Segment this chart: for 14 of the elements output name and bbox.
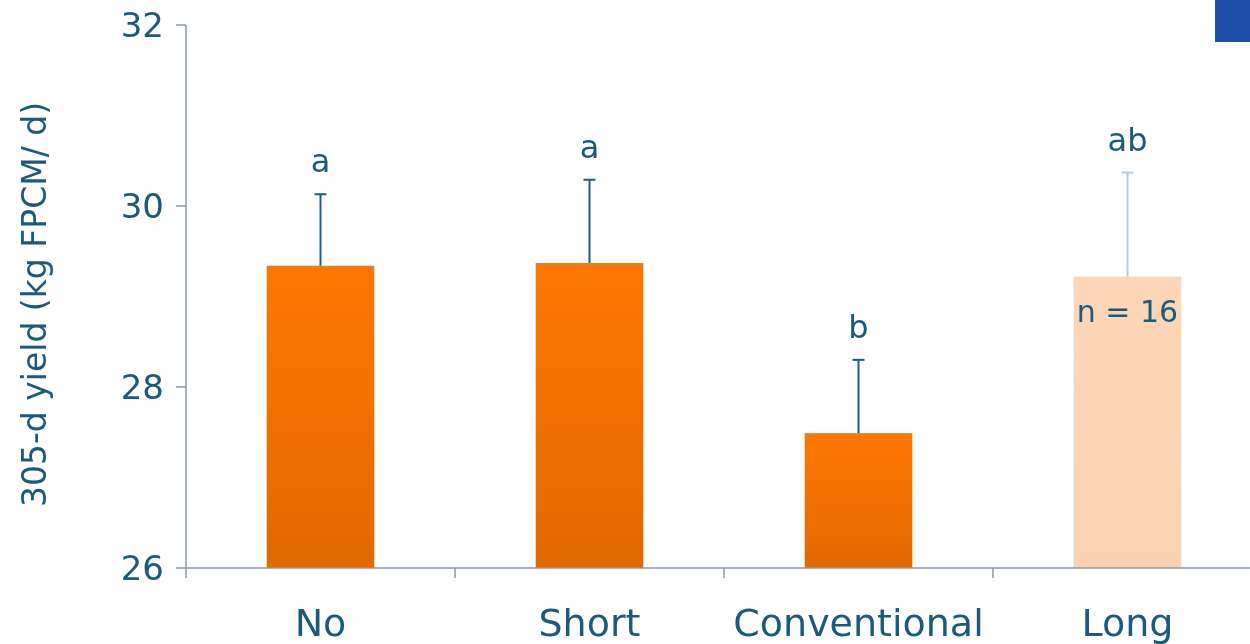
annotation: a — [579, 127, 600, 166]
annotation: n = 16 — [1076, 293, 1179, 329]
y-tick-label: 28 — [120, 366, 164, 407]
y-tick-label: 26 — [120, 547, 164, 588]
y-axis-title: 305-d yield (kg FPCM/ d) — [15, 101, 54, 508]
x-tick-label: Short — [538, 601, 641, 644]
annotation: a — [310, 142, 331, 181]
y-tick-label: 32 — [120, 4, 164, 45]
x-tick-label: No — [294, 601, 347, 644]
annotation: b — [848, 307, 869, 346]
y-tick-label: 30 — [120, 185, 164, 226]
x-tick-label: Conventional — [733, 601, 984, 644]
x-tick-label: Long — [1081, 601, 1174, 644]
annotation: ab — [1107, 120, 1148, 159]
